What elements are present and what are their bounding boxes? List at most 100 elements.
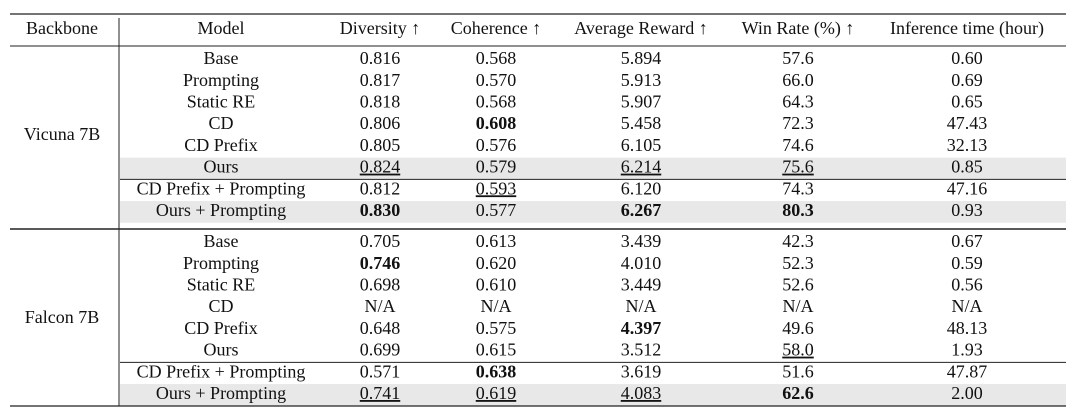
value-cell: 0.571	[360, 361, 401, 381]
value-cell: 66.0	[782, 70, 814, 90]
value-cell: 57.6	[782, 48, 814, 68]
value-cell: 0.698	[360, 275, 401, 295]
value-cell: 3.449	[621, 275, 662, 295]
value-cell: 6.267	[621, 200, 662, 220]
value-cell: N/A	[783, 296, 814, 316]
value-cell: 32.13	[947, 135, 988, 155]
value-cell: 47.87	[947, 361, 988, 381]
value-cell: 0.806	[360, 113, 401, 133]
value-cell: 3.439	[621, 231, 662, 251]
value-cell: 0.648	[360, 318, 401, 338]
value-cell: 0.579	[476, 157, 517, 177]
value-cell: 0.699	[360, 340, 401, 360]
value-cell: 0.610	[476, 275, 517, 295]
backbone-label: Falcon 7B	[25, 307, 100, 327]
value-cell: 0.638	[476, 361, 517, 381]
value-cell: 4.397	[621, 318, 662, 338]
value-cell: 0.67	[951, 231, 983, 251]
value-cell: 0.817	[360, 70, 401, 90]
value-cell: 0.615	[476, 340, 517, 360]
value-cell: 0.593	[476, 178, 517, 198]
value-cell: 80.3	[782, 200, 814, 220]
value-cell: 62.6	[782, 383, 814, 403]
model-cell: Ours + Prompting	[156, 200, 286, 220]
model-cell: Base	[204, 48, 239, 68]
value-cell: 5.907	[621, 92, 662, 112]
value-cell: 0.746	[360, 253, 401, 273]
value-cell: 75.6	[782, 157, 814, 177]
value-cell: 0.570	[476, 70, 517, 90]
value-cell: 72.3	[782, 113, 814, 133]
model-cell: CD	[208, 113, 233, 133]
row-shade	[120, 157, 1066, 180]
model-cell: Static RE	[187, 92, 256, 112]
value-cell: 0.56	[951, 275, 983, 295]
value-cell: 74.3	[782, 178, 814, 198]
model-cell: Base	[204, 231, 239, 251]
value-cell: 58.0	[782, 340, 814, 360]
backbone-label: Vicuna 7B	[24, 124, 100, 144]
value-cell: 0.69	[951, 70, 983, 90]
value-cell: 42.3	[782, 231, 814, 251]
value-cell: 49.6	[782, 318, 814, 338]
value-cell: 0.830	[360, 200, 401, 220]
value-cell: 6.214	[621, 157, 662, 177]
header-cell: Average Reward ↑	[574, 18, 708, 38]
value-cell: 3.619	[621, 361, 662, 381]
header-cell: Coherence ↑	[451, 18, 541, 38]
value-cell: 52.6	[782, 275, 814, 295]
value-cell: 4.083	[621, 383, 662, 403]
value-cell: 5.458	[621, 113, 662, 133]
header-cell: Diversity ↑	[340, 18, 421, 38]
value-cell: 0.575	[476, 318, 517, 338]
value-cell: 1.93	[951, 340, 983, 360]
value-cell: 0.85	[951, 157, 983, 177]
value-cell: N/A	[626, 296, 657, 316]
value-cell: N/A	[481, 296, 512, 316]
value-cell: 47.43	[947, 113, 988, 133]
model-cell: Prompting	[183, 70, 259, 90]
value-cell: 0.619	[476, 383, 517, 403]
value-cell: 0.60	[951, 48, 983, 68]
model-cell: CD Prefix	[184, 135, 258, 155]
value-cell: 4.010	[621, 253, 662, 273]
value-cell: 0.812	[360, 178, 401, 198]
value-cell: 3.512	[621, 340, 662, 360]
value-cell: 0.576	[476, 135, 517, 155]
value-cell: 6.105	[621, 135, 662, 155]
value-cell: 0.805	[360, 135, 401, 155]
value-cell: 0.93	[951, 200, 983, 220]
header-cell: Inference time (hour)	[890, 18, 1044, 39]
value-cell: 74.6	[782, 135, 814, 155]
model-cell: Ours	[204, 340, 239, 360]
value-cell: 0.613	[476, 231, 517, 251]
model-cell: Ours	[204, 157, 239, 177]
value-cell: 0.568	[476, 48, 517, 68]
row-shade	[120, 201, 1066, 223]
value-cell: 48.13	[947, 318, 988, 338]
row-shade	[120, 384, 1066, 406]
value-cell: 64.3	[782, 92, 814, 112]
value-cell: 0.705	[360, 231, 401, 251]
value-cell: N/A	[952, 296, 983, 316]
header-cell: Win Rate (%) ↑	[742, 18, 855, 39]
value-cell: 0.741	[360, 383, 401, 403]
value-cell: 51.6	[782, 361, 814, 381]
value-cell: 0.818	[360, 92, 401, 112]
value-cell: 0.620	[476, 253, 517, 273]
value-cell: N/A	[365, 296, 396, 316]
value-cell: 0.577	[476, 200, 517, 220]
header-cell: Backbone	[26, 18, 98, 38]
value-cell: 2.00	[951, 383, 983, 403]
header-cell: Model	[198, 18, 245, 38]
value-cell: 0.568	[476, 92, 517, 112]
model-cell: CD Prefix	[184, 318, 258, 338]
value-cell: 5.913	[621, 70, 662, 90]
value-cell: 47.16	[947, 178, 988, 198]
value-cell: 0.816	[360, 48, 401, 68]
value-cell: 0.824	[360, 157, 401, 177]
value-cell: 6.120	[621, 178, 662, 198]
value-cell: 0.608	[476, 113, 517, 133]
model-cell: Static RE	[187, 275, 256, 295]
